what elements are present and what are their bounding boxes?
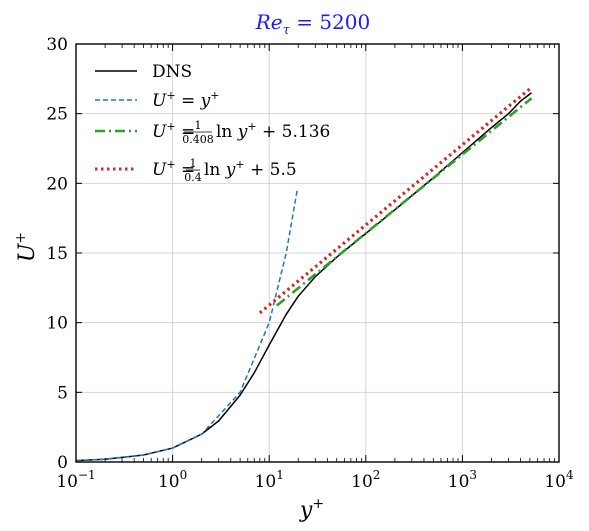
legend-label-linear: U+ = y+ (152, 89, 219, 111)
legend-label-loglaw-0408: U+ = (152, 120, 195, 142)
legend-item-loglaw-0408: U+ = 1 0.408 ln y+ + 5.136 (95, 119, 330, 146)
svg-text:0.4: 0.4 (184, 171, 202, 184)
y-axis-label: U+ (13, 232, 40, 262)
legend-item-dns: DNS (95, 62, 192, 82)
x-tick-label: 101 (255, 468, 284, 492)
legend-item-loglaw-04: U+ = 1 0.4 ln y+ + 5.5 (95, 157, 297, 184)
legend-label-dns: DNS (152, 62, 192, 82)
x-tick-label: 102 (351, 468, 380, 492)
legend-item-linear: U+ = y+ (95, 89, 219, 111)
x-tick-label: 100 (158, 468, 187, 492)
y-tick-label: 30 (46, 35, 68, 55)
svg-text:ln y+ + 5.136: ln y+ + 5.136 (216, 120, 330, 142)
x-tick-label: 104 (544, 468, 574, 492)
legend: DNS U+ = y+ U+ = 1 0.408 ln y+ + 5.136 U… (95, 62, 330, 184)
x-tick-label: 10−1 (56, 468, 95, 492)
series-line-3 (258, 86, 533, 315)
grid (76, 44, 559, 462)
series-line-2 (276, 97, 533, 307)
x-tick-label: 103 (448, 468, 477, 492)
x-axis-label: y+ (299, 496, 324, 523)
svg-text:1: 1 (195, 119, 202, 132)
y-tick-label: 25 (46, 105, 68, 125)
ticks (75, 43, 560, 463)
legend-label-loglaw-04: U+ = (152, 158, 195, 180)
series-group (75, 86, 533, 462)
svg-text:0.408: 0.408 (182, 133, 214, 146)
y-tick-label: 20 (46, 174, 68, 194)
y-tick-label: 5 (57, 383, 68, 403)
y-tick-label: 0 (57, 453, 68, 473)
y-tick-label: 15 (46, 244, 68, 264)
chart-title: Reτ = 5200 (255, 10, 370, 38)
svg-text:ln y+ + 5.5: ln y+ + 5.5 (204, 158, 297, 180)
tick-labels: 0 5 10 15 20 25 30 10−1 100 101 102 103 104 (46, 35, 574, 492)
y-tick-label: 10 (46, 314, 68, 334)
svg-text:1: 1 (190, 157, 197, 170)
series-line-0 (75, 92, 533, 462)
series-line-1 (75, 188, 299, 462)
